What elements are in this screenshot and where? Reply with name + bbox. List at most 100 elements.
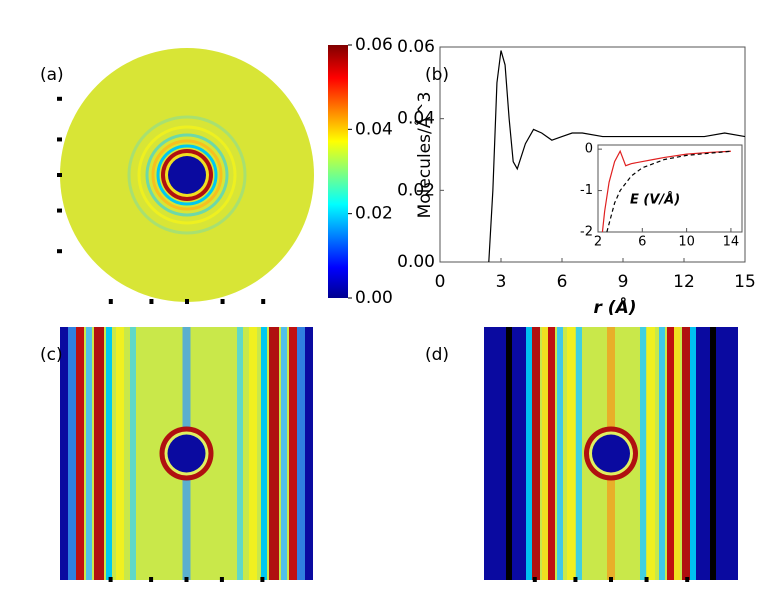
x-tick-label: 9 — [618, 272, 629, 292]
stripe — [305, 327, 313, 580]
stripe — [667, 327, 674, 580]
y-tick-label: -1 — [580, 183, 593, 198]
stripe — [86, 327, 92, 580]
density-ring — [151, 139, 223, 211]
stripe — [576, 327, 582, 580]
tick — [57, 137, 62, 142]
stripe — [484, 327, 506, 580]
data-line — [488, 50, 746, 263]
density-core — [168, 156, 206, 194]
stripe — [682, 327, 690, 580]
colorbar — [328, 45, 348, 298]
x-tick-label: 3 — [496, 272, 507, 292]
y-tick-label: 0 — [585, 142, 593, 157]
stripe — [281, 327, 287, 580]
panel-label: (d) — [425, 345, 449, 365]
stripe — [60, 327, 68, 580]
stripe — [269, 327, 279, 580]
stripe — [249, 327, 257, 580]
density-ring — [145, 133, 229, 217]
y-tick-label: -2 — [580, 225, 593, 240]
inset-label: E (V/Å) — [630, 192, 680, 208]
tick — [184, 577, 189, 582]
density-ring — [127, 115, 247, 235]
core — [592, 434, 630, 473]
panel-label: (c) — [40, 345, 63, 365]
tick — [685, 577, 690, 582]
colorbar-label: 0.02 — [355, 204, 393, 224]
core — [167, 434, 206, 473]
stripe — [68, 327, 76, 580]
panel-label: (b) — [425, 65, 449, 85]
plot-frame — [597, 144, 743, 233]
stripe — [261, 327, 267, 580]
x-axis-label: r (Å) — [594, 295, 637, 318]
stripe — [542, 327, 548, 580]
x-tick-label: 2 — [594, 235, 602, 250]
stripe — [289, 327, 297, 580]
y-tick-label: 0.06 — [397, 37, 435, 57]
x-tick-label: 15 — [734, 272, 756, 292]
stripe — [659, 327, 665, 580]
x-tick-label: 14 — [723, 235, 740, 250]
tick — [261, 299, 266, 304]
stripe — [506, 327, 512, 580]
stripe — [237, 327, 243, 580]
tick — [57, 249, 62, 254]
stripe — [76, 327, 84, 580]
tick — [573, 577, 578, 582]
tick — [57, 208, 62, 213]
density-ring — [156, 144, 218, 206]
stripe — [647, 327, 655, 580]
y-tick-label: 0.04 — [397, 109, 435, 129]
colorbar-label: 0.00 — [355, 288, 393, 308]
x-tick-label: 6 — [557, 272, 568, 292]
tick — [108, 577, 113, 582]
tick — [219, 577, 224, 582]
stripe — [567, 327, 575, 580]
data-line — [601, 149, 731, 233]
y-axis-label: Molecules/Å^3 — [413, 92, 435, 219]
tick — [57, 96, 62, 101]
density-map — [60, 327, 313, 580]
stripe — [526, 327, 532, 580]
stripe — [640, 327, 646, 580]
data-line — [606, 150, 731, 233]
tick — [644, 577, 649, 582]
x-tick-label: 0 — [435, 272, 446, 292]
y-tick-label: 0.00 — [397, 252, 435, 272]
x-tick-label: 10 — [678, 235, 695, 250]
tick — [260, 577, 265, 582]
stripe — [532, 327, 540, 580]
stripe — [696, 327, 710, 580]
x-tick-label: 6 — [638, 235, 646, 250]
stripe — [116, 327, 124, 580]
stripe — [710, 327, 716, 580]
tick — [108, 299, 113, 304]
stripe — [716, 327, 738, 580]
stripe — [106, 327, 112, 580]
y-tick-label: 0.02 — [397, 180, 435, 200]
stripe — [690, 327, 696, 580]
colorbar-label: 0.06 — [355, 35, 393, 55]
stripe — [557, 327, 563, 580]
tick — [149, 577, 154, 582]
tick — [185, 299, 189, 304]
tick — [220, 299, 225, 304]
density-ring — [137, 125, 237, 225]
tick — [532, 577, 537, 582]
tick — [57, 173, 62, 177]
stripe — [548, 327, 555, 580]
stripe — [297, 327, 305, 580]
colorbar-label: 0.04 — [355, 119, 393, 139]
tick — [609, 577, 613, 582]
stripe — [94, 327, 104, 580]
panel-label: (a) — [40, 65, 64, 85]
stripe — [130, 327, 136, 580]
stripe — [512, 327, 526, 580]
stripe — [674, 327, 680, 580]
density-map — [484, 327, 738, 580]
tick — [149, 299, 154, 304]
x-tick-label: 12 — [673, 272, 695, 292]
